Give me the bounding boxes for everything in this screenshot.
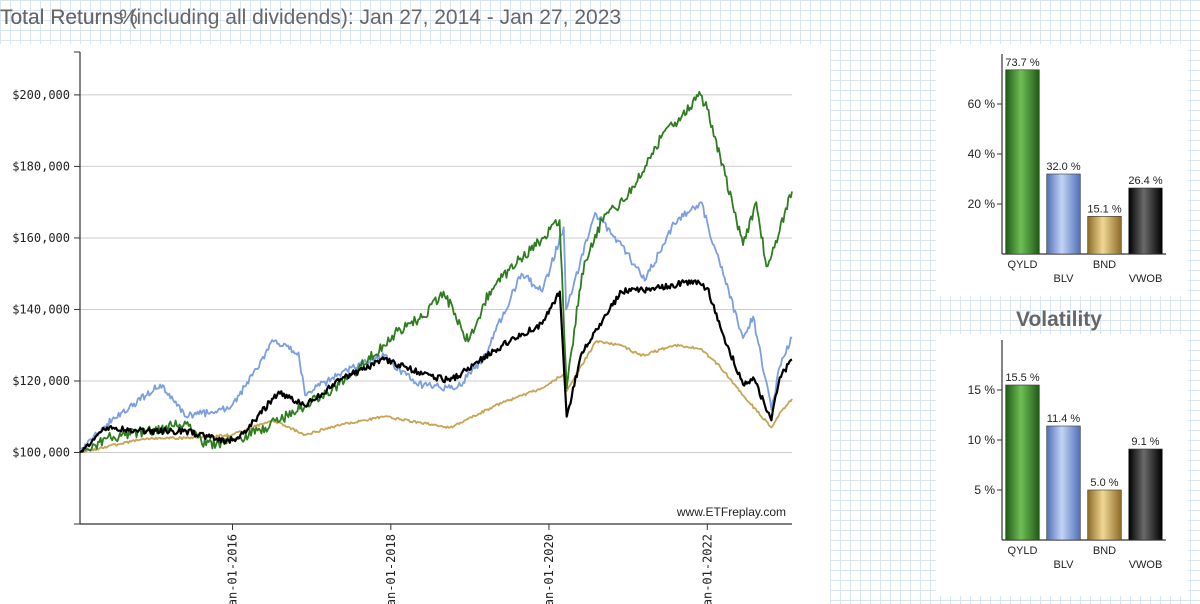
bar-data-label: 73.7 % <box>1005 57 1039 69</box>
bar-qyld <box>1005 384 1040 541</box>
bar-y-tick-label: 60 % <box>968 97 996 111</box>
bar-category-label: QYLD <box>1008 545 1038 557</box>
bar-data-label: 26.4 % <box>1128 175 1162 187</box>
bar-category-label: VWOB <box>1129 273 1163 285</box>
y-tick-label: $120,000 <box>12 374 70 388</box>
bar-data-label: 5.0 % <box>1090 477 1118 489</box>
bar-bnd <box>1087 216 1122 255</box>
bar-y-tick-label: 5 % <box>974 483 995 497</box>
chart-title: Total Returns (including all dividends):… <box>0 6 622 29</box>
series-line-vwob <box>79 279 793 454</box>
bar-data-label: 15.5 % <box>1005 372 1039 384</box>
bar-category-label: BLV <box>1054 559 1075 571</box>
bar-qyld <box>1005 69 1040 255</box>
bar-y-tick-label: 10 % <box>968 433 996 447</box>
x-tick-label: Jan-01-2022 <box>700 534 714 604</box>
series-line-blv <box>79 201 793 453</box>
y-tick-label: $140,000 <box>12 302 70 316</box>
y-tick-label: $200,000 <box>12 88 70 102</box>
returns-title: Total Return % <box>0 6 138 29</box>
x-tick-label: Jan-01-2018 <box>384 534 398 604</box>
bar-data-label: 15.1 % <box>1087 203 1121 215</box>
bar-category-label: QYLD <box>1008 259 1038 271</box>
bar-blv <box>1046 425 1081 541</box>
bar-data-label: 32.0 % <box>1046 161 1080 173</box>
watermark: www.ETFreplay.com <box>676 505 786 519</box>
bar-y-tick-label: 40 % <box>968 147 996 161</box>
bar-blv <box>1046 173 1081 255</box>
volatility-title: Volatility <box>1016 308 1102 331</box>
bar-category-label: BND <box>1093 259 1116 271</box>
bar-vwob <box>1128 187 1163 255</box>
bar-category-label: BLV <box>1054 273 1075 285</box>
y-tick-label: $100,000 <box>12 445 70 459</box>
bar-y-tick-label: 20 % <box>968 197 996 211</box>
y-tick-label: $180,000 <box>12 159 70 173</box>
bar-data-label: 11.4 % <box>1047 413 1081 425</box>
bar-data-label: 9.1 % <box>1131 436 1159 448</box>
y-tick-label: $160,000 <box>12 231 70 245</box>
x-tick-label: Jan-01-2016 <box>225 534 239 604</box>
x-tick-label: Jan-01-2020 <box>542 534 556 604</box>
bar-bnd <box>1087 489 1122 541</box>
bar-y-tick-label: 15 % <box>968 383 996 397</box>
main-plot-background <box>0 44 830 604</box>
bar-category-label: VWOB <box>1129 559 1163 571</box>
bar-category-label: BND <box>1093 545 1116 557</box>
bar-vwob <box>1128 448 1163 541</box>
